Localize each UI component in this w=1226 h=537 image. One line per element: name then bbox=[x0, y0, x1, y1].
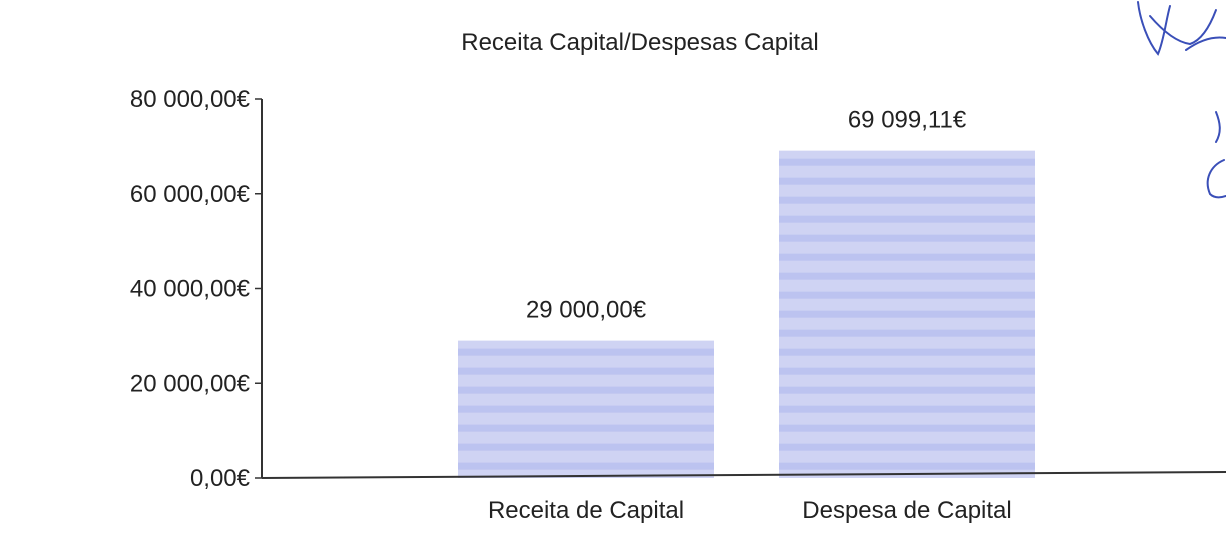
y-tick-label: 80 000,00€ bbox=[130, 86, 251, 113]
y-tick-label: 60 000,00€ bbox=[130, 181, 251, 208]
y-tick-label: 40 000,00€ bbox=[130, 276, 251, 303]
data-label: 69 099,11€ bbox=[848, 107, 967, 134]
x-tick-label: Despesa de Capital bbox=[802, 497, 1011, 524]
y-tick-label: 0,00€ bbox=[190, 465, 251, 492]
y-axis: 0,00€ 20 000,00€ 40 000,00€ 60 000,00€ 80 00… bbox=[130, 86, 263, 492]
chart-title: Receita Capital/Despesas Capital bbox=[461, 29, 819, 56]
data-labels: 29 000,00€ 69 099,11€ bbox=[526, 107, 967, 324]
bars bbox=[458, 150, 1035, 479]
bar bbox=[458, 340, 714, 478]
x-axis: Receita de Capital Despesa de Capital bbox=[261, 471, 1226, 524]
data-label: 29 000,00€ bbox=[526, 297, 647, 324]
signature-scribble bbox=[1137, 1, 1226, 199]
x-tick-label: Receita de Capital bbox=[488, 497, 684, 524]
bar bbox=[779, 150, 1035, 479]
y-tick-label: 20 000,00€ bbox=[130, 370, 251, 397]
x-axis-line bbox=[261, 471, 1226, 479]
